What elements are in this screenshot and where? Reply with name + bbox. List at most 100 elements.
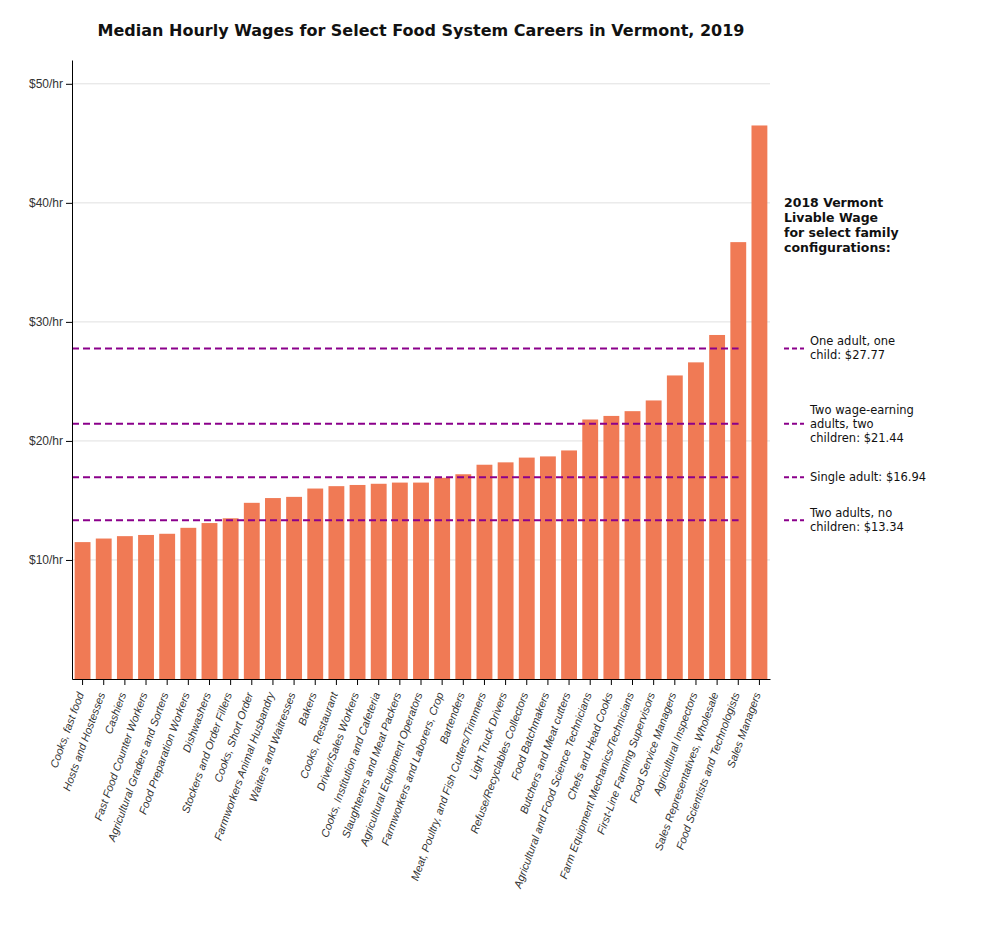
bar	[307, 489, 323, 679]
x-tick-mark	[315, 679, 316, 685]
bar	[455, 474, 471, 679]
bar	[434, 478, 450, 679]
y-tick-mark	[66, 84, 72, 85]
bar	[561, 450, 577, 679]
bar	[498, 462, 514, 679]
x-tick: Waiters and Waitresses	[247, 679, 298, 803]
chart-title: Median Hourly Wages for Select Food Syst…	[98, 21, 745, 40]
text-line: children: $13.34	[810, 520, 904, 534]
bar	[75, 542, 91, 679]
x-tick-mark	[505, 679, 506, 685]
reference-label: Two wage-earningadults, twochildren: $21…	[809, 403, 914, 445]
plot-area: $10/hr$20/hr$30/hr$40/hr$50/hrCooks, fas…	[29, 61, 771, 891]
x-tick: Sales Managers	[724, 679, 763, 769]
x-tick-mark	[442, 679, 443, 685]
x-tick-mark	[484, 679, 485, 685]
reference-key	[784, 519, 804, 521]
x-tick-label: Agricultural and Food Science Technician…	[511, 690, 594, 890]
x-tick-mark	[294, 679, 295, 685]
bar	[540, 456, 556, 679]
y-tick: $30/hr	[29, 315, 72, 329]
y-tick-mark	[66, 441, 72, 442]
grid-line	[72, 440, 770, 441]
x-tick-label: Farm Equipment Mechanics/Technicians	[557, 690, 636, 880]
grid-line	[72, 321, 770, 322]
text-line: Livable Wage	[784, 210, 878, 225]
x-tick-mark	[569, 679, 570, 685]
text-line: child: $27.77	[810, 348, 885, 362]
y-tick: $50/hr	[29, 77, 72, 91]
bar	[117, 536, 133, 679]
bar	[625, 411, 641, 679]
x-tick-mark	[188, 679, 189, 685]
bar	[392, 483, 408, 679]
bar	[603, 416, 619, 679]
bar	[265, 498, 281, 679]
reference-key	[784, 347, 804, 349]
y-tick-mark	[66, 322, 72, 323]
bar	[413, 483, 429, 679]
x-tick-mark	[146, 679, 147, 685]
bar	[350, 485, 366, 679]
bar	[180, 528, 196, 679]
bar	[709, 335, 725, 679]
bar	[751, 125, 767, 679]
reference-line	[72, 519, 739, 521]
reference-label: Single adult: $16.94	[810, 470, 926, 484]
x-tick-label: Waiters and Waitresses	[247, 690, 298, 803]
x-tick-mark	[82, 679, 83, 685]
x-tick: Hosts and Hostesses	[60, 679, 107, 792]
x-tick-mark	[272, 679, 273, 685]
grid-line	[72, 83, 770, 84]
bar	[371, 484, 387, 679]
x-tick-mark	[399, 679, 400, 685]
x-tick-mark	[209, 679, 210, 685]
bar	[667, 375, 683, 679]
x-tick-mark	[463, 679, 464, 685]
x-tick-mark	[251, 679, 252, 685]
reference-line	[72, 476, 739, 478]
bar	[477, 465, 493, 679]
x-axis: Cooks, fast foodHosts and HostessesCashi…	[48, 679, 771, 891]
chart-container: $10/hr$20/hr$30/hr$40/hr$50/hrCooks, fas…	[0, 0, 1000, 941]
x-tick-mark	[547, 679, 548, 685]
x-tick-mark	[103, 679, 104, 685]
x-tick-mark	[717, 679, 718, 685]
y-tick-mark	[66, 203, 72, 204]
y-tick-label: $20/hr	[29, 434, 63, 448]
x-tick-mark	[674, 679, 675, 685]
y-axis-line	[72, 61, 73, 680]
text-line: Two adults, no	[809, 506, 892, 520]
reference-key	[784, 423, 804, 425]
text-line: Single adult: $16.94	[810, 470, 926, 484]
x-tick-mark	[167, 679, 168, 685]
chart-svg: $10/hr$20/hr$30/hr$40/hr$50/hrCooks, fas…	[0, 0, 1000, 941]
x-tick-mark	[421, 679, 422, 685]
bar	[223, 518, 239, 679]
x-tick-mark	[357, 679, 358, 685]
x-tick-mark	[378, 679, 379, 685]
x-tick-mark	[738, 679, 739, 685]
bar	[138, 535, 154, 679]
x-tick-mark	[632, 679, 633, 685]
text-line: for select family	[784, 225, 899, 240]
reference-line	[72, 347, 739, 349]
y-tick: $20/hr	[29, 434, 72, 448]
bar	[730, 242, 746, 679]
y-axis: $10/hr$20/hr$30/hr$40/hr$50/hr	[29, 61, 73, 680]
bar	[202, 523, 218, 679]
x-tick-mark	[611, 679, 612, 685]
bar	[646, 400, 662, 679]
x-tick-label: Food Scientists and Technologists	[673, 690, 741, 851]
x-tick-mark	[124, 679, 125, 685]
bar	[328, 486, 344, 679]
x-tick-mark	[336, 679, 337, 685]
x-tick-mark	[759, 679, 760, 685]
y-tick: $10/hr	[29, 553, 72, 567]
bar	[519, 458, 535, 679]
reference-label: One adult, onechild: $27.77	[810, 334, 895, 362]
y-tick-label: $50/hr	[29, 77, 63, 91]
reference-line	[72, 423, 739, 425]
reference-label: Two adults, nochildren: $13.34	[809, 506, 904, 534]
marks	[72, 125, 767, 679]
